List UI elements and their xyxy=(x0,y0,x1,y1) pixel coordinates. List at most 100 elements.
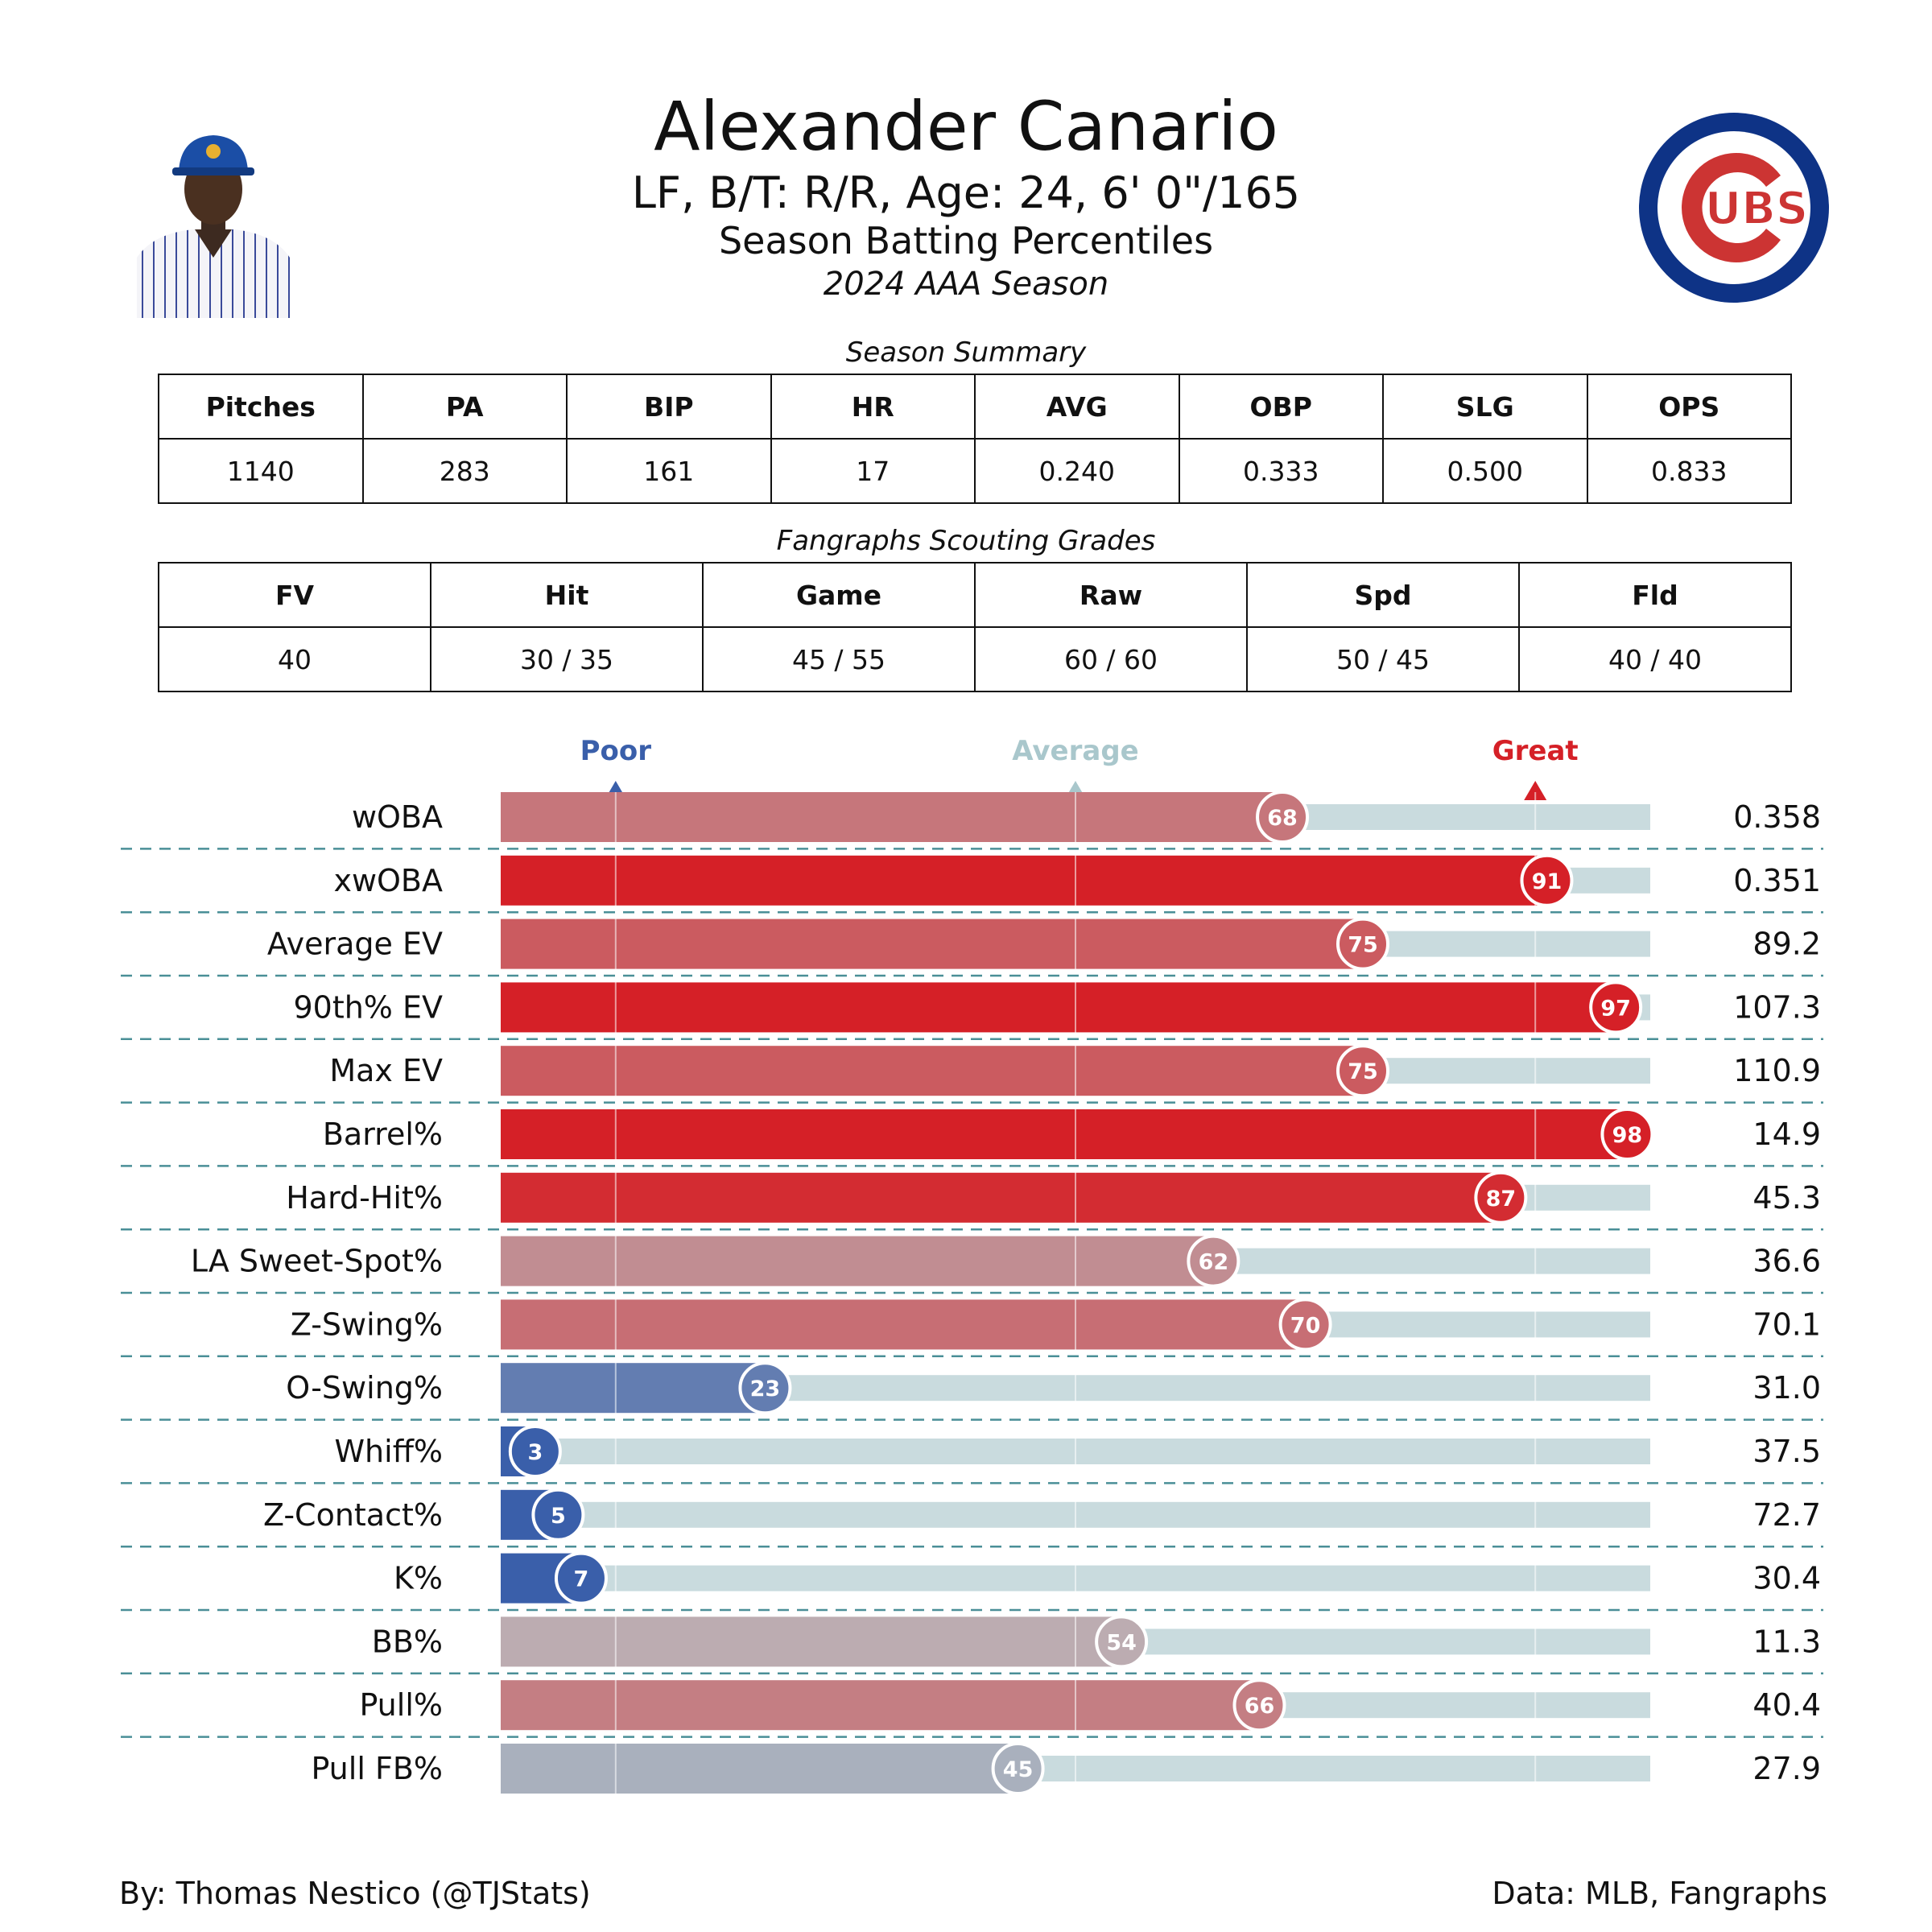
percentile-label: 87 xyxy=(1486,1187,1517,1212)
grade-value: 50 / 45 xyxy=(1246,626,1520,692)
category-label: xwOBA xyxy=(333,863,443,898)
summary-header: PA xyxy=(361,374,568,440)
season-summary-table: Pitches PA BIP HR AVG OBP SLG OPS 1140 2… xyxy=(158,374,1792,504)
percentile-marker xyxy=(1600,1108,1654,1161)
logo-c xyxy=(1682,153,1781,262)
percentile-marker xyxy=(1589,980,1643,1034)
percentile-marker xyxy=(1336,917,1389,971)
stat-value: 40.4 xyxy=(1752,1687,1821,1723)
grade-header: Spd xyxy=(1246,562,1520,628)
logo-text: UBS xyxy=(1705,183,1809,235)
stat-value: 30.4 xyxy=(1752,1561,1821,1596)
summary-header: OPS xyxy=(1586,374,1792,440)
percentile-marker xyxy=(1336,1044,1389,1098)
summary-value: 283 xyxy=(361,438,568,504)
stat-value: 27.9 xyxy=(1752,1751,1821,1786)
summary-header: HR xyxy=(770,374,976,440)
stat-value: 11.3 xyxy=(1752,1624,1821,1659)
grade-value: 40 / 40 xyxy=(1518,626,1792,692)
percentile-bar xyxy=(501,1299,1306,1350)
percentile-marker xyxy=(991,1742,1045,1795)
percentile-label: 68 xyxy=(1267,806,1298,831)
category-label: Z-Swing% xyxy=(291,1307,443,1342)
percentile-marker xyxy=(1232,1678,1286,1732)
reference-label: Great xyxy=(1492,735,1579,767)
category-label: wOBA xyxy=(352,799,443,835)
summary-value: 0.240 xyxy=(974,438,1180,504)
category-label: Pull% xyxy=(359,1687,443,1723)
category-label: Max EV xyxy=(329,1053,443,1088)
percentile-bar xyxy=(501,919,1363,969)
stat-value: 70.1 xyxy=(1752,1307,1821,1342)
percentile-marker xyxy=(1474,1170,1528,1224)
percentile-chart: Poor Average Great wOBA 68 0.358 xwOBA 91 0.351 A… xyxy=(121,735,1823,1795)
summary-value: 17 xyxy=(770,438,976,504)
stat-value: 36.6 xyxy=(1752,1244,1821,1279)
percentile-marker xyxy=(1520,853,1574,907)
percentile-bar xyxy=(501,855,1547,906)
percentile-label: 54 xyxy=(1106,1630,1137,1655)
reference-label: Poor xyxy=(580,735,652,767)
category-label: Hard-Hit% xyxy=(286,1180,443,1216)
category-label: Z-Contact% xyxy=(263,1497,443,1533)
percentile-bar xyxy=(501,1109,1628,1159)
percentile-bar xyxy=(501,1363,766,1414)
category-label: K% xyxy=(394,1561,443,1596)
summary-header: SLG xyxy=(1382,374,1588,440)
player-info: LF, B/T: R/R, Age: 24, 6' 0"/165 xyxy=(631,167,1301,218)
scouting-grades-table: FV Hit Game Raw Spd Fld 40 30 / 35 45 / … xyxy=(158,562,1792,692)
team-logo: UBS xyxy=(1639,113,1829,303)
summary-header: AVG xyxy=(974,374,1180,440)
stat-value: 0.351 xyxy=(1733,863,1821,898)
percentile-marker xyxy=(554,1551,608,1605)
summary-header: OBP xyxy=(1178,374,1384,440)
percentile-bar xyxy=(501,1744,1018,1794)
summary-value: 1140 xyxy=(158,438,364,504)
grade-header: Raw xyxy=(974,562,1248,628)
summary-header: BIP xyxy=(566,374,772,440)
category-label: Average EV xyxy=(267,927,443,962)
summary-value: 0.833 xyxy=(1586,438,1792,504)
category-label: Barrel% xyxy=(323,1117,443,1152)
percentile-label: 62 xyxy=(1199,1250,1229,1275)
percentile-bar xyxy=(501,1172,1501,1223)
stat-value: 107.3 xyxy=(1733,989,1821,1025)
percentile-label: 75 xyxy=(1348,1059,1378,1084)
grade-value: 30 / 35 xyxy=(430,626,704,692)
percentile-label: 7 xyxy=(574,1567,589,1592)
percentile-label: 23 xyxy=(750,1377,781,1402)
stat-value: 37.5 xyxy=(1752,1434,1821,1469)
grade-value: 45 / 55 xyxy=(702,626,976,692)
percentile-marker xyxy=(531,1488,585,1542)
grade-value: 60 / 60 xyxy=(974,626,1248,692)
percentile-marker xyxy=(1278,1298,1332,1352)
percentile-label: 66 xyxy=(1245,1694,1275,1719)
percentile-label: 98 xyxy=(1612,1123,1643,1148)
stat-value: 89.2 xyxy=(1752,927,1821,962)
chart-subtitle: Season Batting Percentiles xyxy=(718,219,1214,262)
season-label: 2024 AAA Season xyxy=(823,266,1109,303)
percentile-bar xyxy=(501,792,1283,842)
percentile-label: 45 xyxy=(1003,1757,1034,1782)
stat-value: 0.358 xyxy=(1733,799,1821,835)
category-label: 90th% EV xyxy=(293,989,443,1025)
percentile-bar xyxy=(501,1236,1214,1286)
category-label: Whiff% xyxy=(334,1434,443,1469)
grade-header: Game xyxy=(702,562,976,628)
grade-value: 40 xyxy=(158,626,431,692)
percentile-marker xyxy=(1095,1615,1149,1669)
percentile-marker xyxy=(508,1425,562,1478)
percentile-label: 97 xyxy=(1600,996,1631,1021)
credit-data-source: Data: MLB, Fangraphs xyxy=(1492,1876,1827,1911)
percentile-label: 3 xyxy=(527,1440,543,1465)
category-label: O-Swing% xyxy=(286,1370,443,1406)
reference-label: Average xyxy=(1012,735,1138,767)
summary-header: Pitches xyxy=(158,374,364,440)
stat-value: 110.9 xyxy=(1733,1053,1821,1088)
season-summary-title: Season Summary xyxy=(845,336,1087,369)
player-name: Alexander Canario xyxy=(654,87,1278,166)
stat-value: 14.9 xyxy=(1752,1117,1821,1152)
player-headshot xyxy=(137,135,290,318)
scouting-grades-title: Fangraphs Scouting Grades xyxy=(776,525,1156,557)
percentile-label: 5 xyxy=(551,1504,566,1529)
